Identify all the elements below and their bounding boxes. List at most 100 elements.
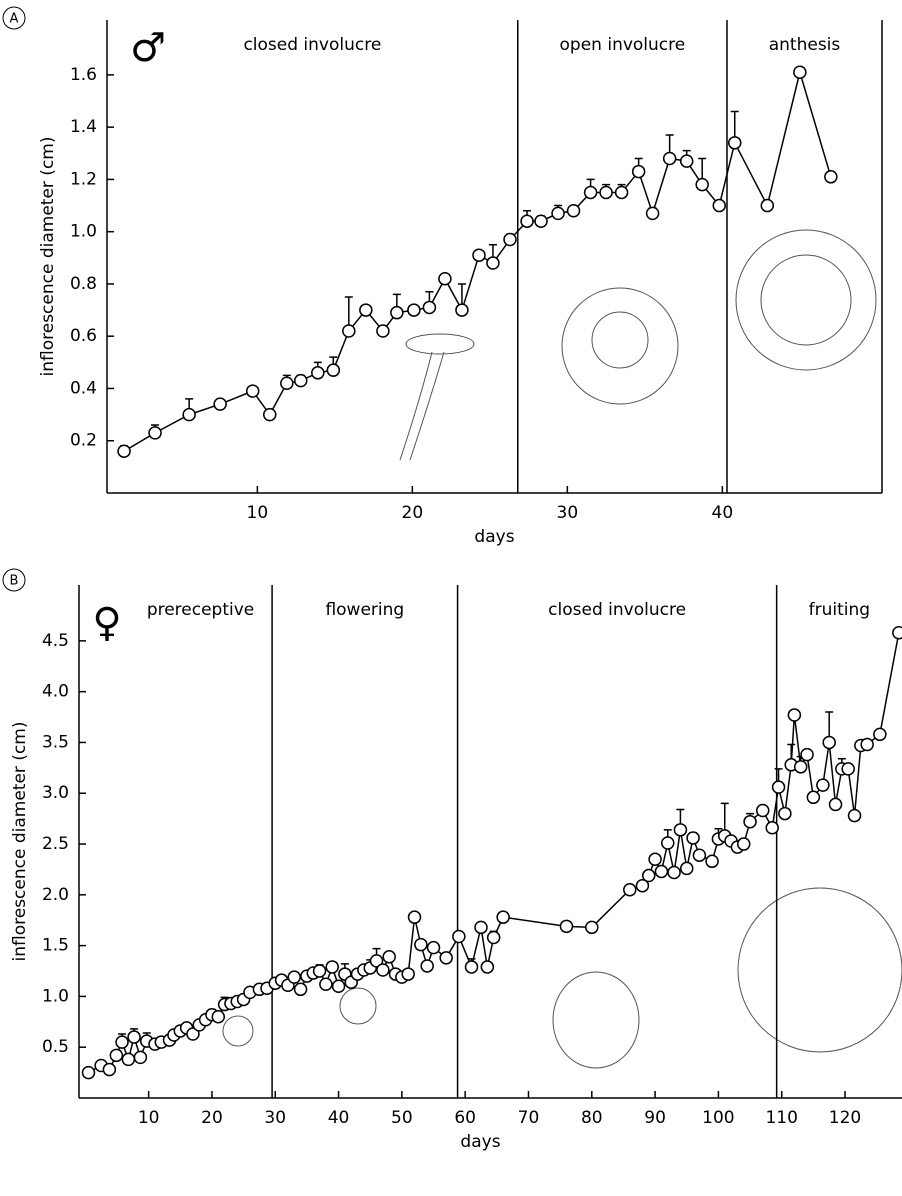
x-tick-label: 20 [201, 1108, 223, 1128]
data-point [401, 967, 415, 981]
data-point [319, 977, 333, 991]
data-point [755, 803, 770, 818]
data-point [806, 790, 821, 805]
illustration-flower-b [339, 987, 377, 1025]
y-tick-label: 4.0 [42, 682, 69, 702]
y-tick-label: 0.8 [70, 274, 97, 294]
data-point [102, 1062, 117, 1077]
data-point [182, 407, 196, 422]
x-tick-label: 30 [264, 1108, 286, 1128]
data-point [407, 303, 421, 317]
data-point [736, 837, 751, 851]
data-point [311, 366, 325, 380]
data-point [631, 164, 646, 179]
data-point [667, 865, 681, 880]
panel-letter-ring [2, 568, 26, 592]
data-point [599, 185, 613, 200]
x-tick-label: 10 [247, 503, 269, 523]
data-point [331, 979, 346, 994]
data-point [452, 929, 466, 944]
data-point [822, 735, 836, 750]
data-point [787, 708, 802, 722]
data-point [648, 852, 662, 867]
data-point [359, 303, 373, 317]
data-point [390, 305, 404, 320]
data-point [661, 836, 675, 850]
data-point [503, 232, 517, 247]
data-point [426, 940, 441, 955]
data-point [712, 198, 726, 213]
y-tick-label: 2.5 [42, 834, 69, 854]
data-point [326, 363, 341, 377]
y-tick-label: 0.4 [70, 378, 97, 398]
data-point [438, 271, 452, 286]
data-point [551, 206, 565, 221]
x-axis-label: days [474, 527, 514, 547]
data-point [673, 823, 688, 837]
data-point [566, 204, 581, 218]
data-point [520, 214, 534, 228]
data-point [133, 1050, 148, 1065]
data-point [778, 806, 792, 821]
data-point [293, 982, 308, 997]
data-point [439, 951, 453, 965]
data-point [705, 854, 719, 869]
y-tick-label: 3.0 [42, 783, 69, 803]
data-point [376, 963, 390, 977]
data-layer [81, 625, 902, 1080]
x-tick-label: 40 [712, 503, 734, 523]
data-point [760, 198, 775, 213]
phase-label: prereceptive [147, 600, 254, 620]
data-point [369, 954, 384, 968]
illustration-closed-b [552, 971, 640, 1069]
data-point [115, 1035, 129, 1049]
x-tick-label: 60 [454, 1108, 476, 1128]
data-point [686, 831, 700, 845]
x-axis-label: days [460, 1132, 500, 1152]
data-point [662, 151, 677, 166]
data-point [695, 177, 709, 192]
illustration-bud-b [222, 1015, 254, 1047]
panel-letter: B [10, 574, 19, 589]
panel-letter: A [10, 12, 19, 27]
data-point [312, 964, 327, 978]
data-point [245, 384, 260, 398]
x-tick-label: 40 [328, 1108, 350, 1128]
y-tick-label: 1.2 [70, 169, 97, 189]
data-point [480, 960, 495, 974]
data-point [213, 397, 227, 411]
x-tick-label: 50 [391, 1108, 413, 1128]
data-point [892, 625, 902, 640]
y-tick-label: 1.4 [70, 117, 97, 137]
data-layer [117, 65, 838, 458]
data-point [860, 737, 874, 752]
data-point [654, 864, 669, 879]
data-point [407, 910, 422, 924]
data-point [342, 324, 356, 338]
x-tick-label: 100 [702, 1108, 734, 1128]
data-point [841, 762, 855, 776]
data-point [635, 878, 650, 893]
y-tick-label: 0.5 [42, 1037, 69, 1057]
data-point [614, 185, 629, 200]
data-point [642, 868, 656, 883]
y-tick-label: 1.0 [42, 986, 69, 1006]
sex-symbol: ♀ [92, 600, 121, 646]
sex-symbol: ♂ [130, 25, 166, 71]
data-point [743, 814, 757, 829]
data-point [585, 920, 599, 935]
data-point [496, 910, 510, 924]
illustration-open [561, 287, 679, 405]
y-tick-label: 4.5 [42, 631, 69, 651]
phase-label: closed involucre [243, 35, 381, 55]
data-point [474, 920, 488, 935]
x-tick-label: 70 [518, 1108, 540, 1128]
y-axis-label: inflorescence diameter (cm) [38, 137, 58, 377]
phase-label: flowering [325, 600, 404, 620]
x-tick-label: 10 [138, 1108, 160, 1128]
data-point [117, 444, 131, 458]
x-tick-label: 80 [581, 1108, 603, 1128]
data-point [623, 883, 637, 897]
data-point [422, 300, 437, 315]
